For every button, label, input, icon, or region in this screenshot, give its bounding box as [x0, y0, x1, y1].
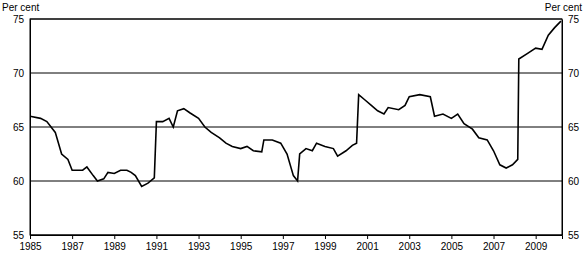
- tick-label: 2007: [483, 241, 506, 252]
- plot-area: 1985 1987 1989 1991 1993 1995 1997 1999 2001 2003…: [13, 14, 580, 252]
- tick-label: 1995: [230, 241, 253, 252]
- tick: 2003: [399, 235, 422, 252]
- tick-label: 65: [568, 122, 580, 133]
- tick-label: 2009: [525, 241, 548, 252]
- grid-line: [30, 73, 562, 74]
- tick: 2005: [441, 235, 464, 252]
- tick-label: 1999: [314, 241, 337, 252]
- tick-label: 65: [13, 122, 25, 133]
- tick-label: 1985: [19, 241, 42, 252]
- tick: 2001: [356, 235, 379, 252]
- y-axis-title: Per cent: [2, 2, 39, 13]
- tick-label: 70: [13, 68, 25, 79]
- tick: 2009: [525, 235, 548, 252]
- tick-mark: [283, 235, 284, 239]
- plot-frame: [30, 19, 562, 235]
- tick-mark: [494, 235, 495, 239]
- tick-mark: [114, 235, 115, 239]
- tick: 55: [562, 230, 580, 241]
- tick-label: 1987: [62, 241, 85, 252]
- tick-label: 60: [13, 176, 25, 187]
- series: [30, 21, 561, 186]
- grid: [30, 19, 562, 235]
- grid-line: [30, 127, 562, 128]
- tick-label: 75: [13, 14, 25, 25]
- axis-line: [30, 20, 31, 236]
- tick: 1987: [62, 235, 85, 252]
- tick-label: 2001: [356, 241, 379, 252]
- tick-mark: [72, 235, 73, 239]
- tick: 70: [562, 68, 580, 79]
- tick-label: 75: [568, 14, 580, 25]
- grid-line: [30, 181, 562, 182]
- axis-line: [562, 20, 563, 236]
- tick-label: 1989: [104, 241, 127, 252]
- tick: 60: [13, 176, 30, 187]
- axis-line: [31, 236, 563, 240]
- tick-mark: [325, 235, 326, 239]
- tick-label: 60: [568, 176, 580, 187]
- tick: 1993: [188, 235, 211, 252]
- tick-mark: [409, 235, 410, 239]
- tick-label: 2003: [399, 241, 422, 252]
- tick: 75: [562, 14, 580, 25]
- tick: 1989: [104, 235, 127, 252]
- y-axis: 55 60 65 70 75: [13, 14, 31, 241]
- tick: 60: [562, 176, 580, 187]
- tick: 65: [13, 122, 30, 133]
- tick: 1995: [230, 235, 253, 252]
- tick-mark: [30, 235, 31, 239]
- y2-axis: 55 60 65 70 75: [562, 14, 580, 241]
- tick: 55: [13, 230, 30, 241]
- tick-mark: [156, 235, 157, 239]
- tick-mark: [199, 235, 200, 239]
- tick: 1991: [146, 235, 169, 252]
- tick: 70: [13, 68, 30, 79]
- tick-label: 1991: [146, 241, 169, 252]
- tick: 75: [13, 14, 30, 25]
- line: [30, 21, 561, 186]
- x-axis: 1985 1987 1989 1991 1993 1995 1997 1999 2001 2003…: [19, 235, 562, 252]
- tick-mark: [367, 235, 368, 239]
- tick-label: 55: [568, 230, 580, 241]
- tick-mark: [241, 235, 242, 239]
- tick-label: 2005: [441, 241, 464, 252]
- tick: 65: [562, 122, 580, 133]
- tick: 1999: [314, 235, 337, 252]
- tick-label: 1997: [272, 241, 295, 252]
- tick-label: 55: [13, 230, 25, 241]
- tick-mark: [451, 235, 452, 239]
- chart: 1985 1987 1989 1991 1993 1995 1997 1999 2001 2003…: [0, 0, 586, 265]
- tick-mark: [536, 235, 537, 239]
- tick-label: 1993: [188, 241, 211, 252]
- tick-label: 70: [568, 68, 580, 79]
- y2-axis-title: Per cent: [545, 2, 582, 13]
- tick: 1997: [272, 235, 295, 252]
- tick: 2007: [483, 235, 506, 252]
